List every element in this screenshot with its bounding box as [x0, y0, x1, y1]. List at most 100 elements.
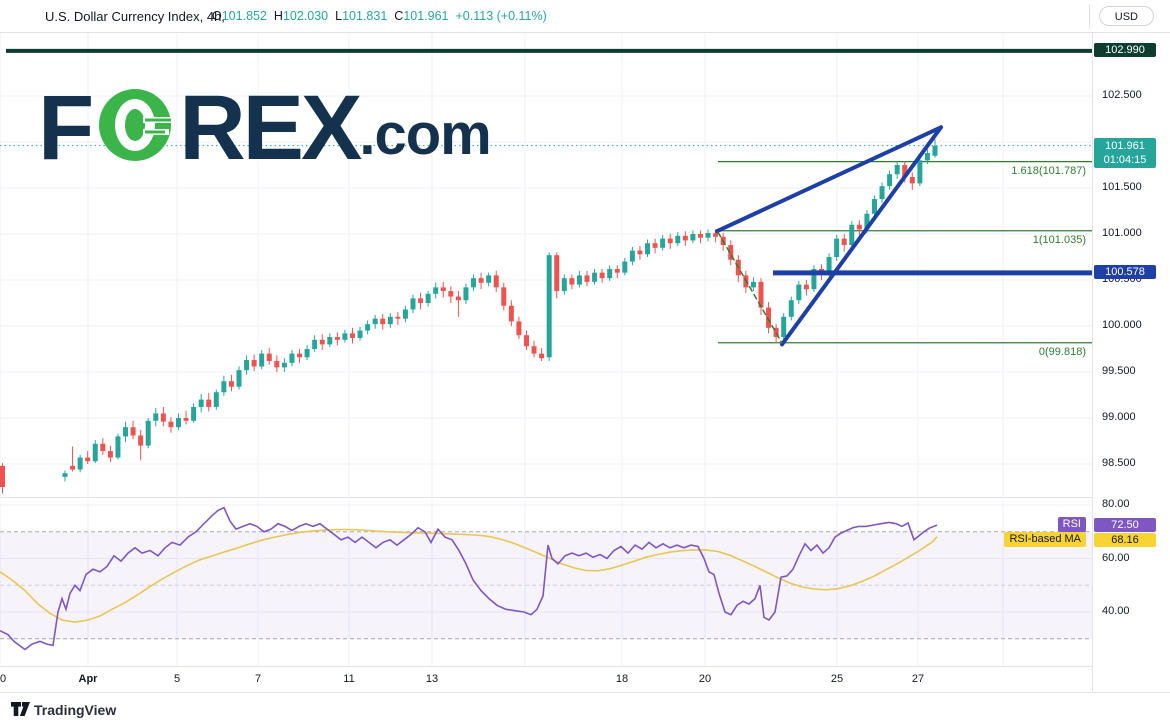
candle-body — [523, 335, 529, 347]
time-tick: 27 — [911, 673, 925, 685]
pane-separator[interactable] — [0, 497, 1170, 498]
last-price-label: 101.961 01:04:15 — [1094, 137, 1156, 168]
candle-body — [728, 245, 734, 260]
candle-body — [758, 281, 764, 308]
candle-body — [297, 353, 303, 358]
chart-canvas[interactable] — [0, 33, 1092, 692]
candle-body — [834, 238, 840, 257]
candle-body — [909, 176, 915, 184]
symbol-title[interactable]: U.S. Dollar Currency Index, 4h, ˈ — [45, 9, 233, 24]
candle-body — [637, 250, 643, 255]
candle-body — [304, 349, 310, 358]
candle-body — [561, 278, 567, 292]
price-tick: 98.500 — [1102, 457, 1136, 469]
rsi-ma-indicator-badge[interactable]: RSI-based MA — [1004, 531, 1086, 547]
candle-body — [455, 296, 461, 301]
candle-body — [546, 255, 552, 358]
candle-body — [228, 381, 234, 387]
candle-body — [107, 451, 113, 458]
time-tick: 13 — [425, 673, 439, 685]
candle-body — [750, 281, 756, 288]
currency-toggle-button[interactable]: USD — [1098, 6, 1154, 26]
candle-body — [274, 360, 280, 368]
candle-body — [402, 309, 408, 319]
time-axis[interactable]: 30 Apr 5 7 11 13 18 20 25 27 — [0, 667, 1092, 692]
high-value: 102.030 — [282, 9, 329, 23]
candle-body — [773, 327, 779, 338]
candle-body — [856, 224, 862, 230]
candle-body — [463, 287, 469, 301]
candle-body — [312, 339, 318, 349]
tradingview-logo-icon[interactable] — [11, 702, 30, 721]
high-label: H — [273, 9, 283, 23]
candle-body — [448, 291, 454, 297]
candle-body — [864, 213, 870, 230]
candle-body — [849, 224, 855, 246]
time-tick: 30 — [0, 673, 7, 685]
time-tick: 5 — [173, 673, 181, 685]
candle-body — [531, 346, 537, 354]
price-tick: 101.000 — [1102, 227, 1142, 239]
footer-border — [0, 692, 1170, 693]
candle-body — [85, 457, 91, 462]
candle-body — [879, 186, 885, 200]
candle-body — [713, 233, 719, 237]
time-axis-border — [0, 666, 1170, 667]
price-axis[interactable]: 102.990 101.961 01:04:15 100.578 72.50 6… — [1093, 33, 1170, 692]
rsi-ma-value-label: 68.16 — [1094, 532, 1156, 547]
candle-body — [932, 145, 938, 156]
time-tick: 25 — [830, 673, 844, 685]
candle-body — [675, 235, 681, 244]
fib-label-1618: 1.618(101.787) — [1011, 164, 1086, 177]
price-tick: 102.500 — [1102, 89, 1142, 101]
candle-body — [160, 413, 166, 422]
change-value: +0.113 (+0.11%) — [455, 9, 547, 23]
candle-body — [705, 233, 711, 238]
footer-bar: TradingView — [0, 693, 1170, 728]
ohlc-readout: O101.852 H102.030 L101.831 C101.961 +0.113 (… — [212, 9, 554, 23]
candle-body — [357, 330, 363, 338]
price-axis-border — [1092, 33, 1093, 692]
candle-body — [138, 435, 144, 446]
rsi-indicator-badge[interactable]: RSI — [1057, 517, 1086, 533]
candle-body — [667, 238, 673, 244]
candle-body — [395, 316, 401, 319]
candle-body — [592, 272, 598, 282]
price-tick: 101.500 — [1102, 181, 1142, 193]
candle-body — [697, 234, 703, 238]
candle-body — [841, 238, 847, 246]
candle-body — [70, 465, 76, 470]
rsi-line — [0, 506, 938, 651]
candle-body — [380, 318, 386, 325]
candle-body — [410, 298, 416, 310]
price-tick: 99.000 — [1102, 411, 1136, 423]
time-tick: 20 — [698, 673, 712, 685]
candle-body — [259, 353, 265, 367]
candle-body — [206, 399, 212, 407]
candle-body — [690, 234, 696, 241]
candle-body — [221, 381, 227, 393]
candle-body — [471, 278, 477, 288]
candle-body — [433, 287, 439, 294]
header-divider — [1089, 4, 1090, 29]
tradingview-brand-text[interactable]: TradingView — [34, 702, 117, 718]
fib-label-0: 0(99.818) — [1038, 345, 1086, 358]
candle-body — [811, 268, 817, 290]
candle-body — [334, 337, 340, 340]
candle-body — [372, 318, 378, 325]
candle-body — [629, 250, 635, 262]
low-value: 101.831 — [342, 9, 388, 23]
candle-body — [289, 353, 295, 363]
candle-body — [682, 235, 688, 241]
time-tick: 7 — [254, 673, 262, 685]
candle-body — [508, 305, 514, 322]
candle-body — [871, 199, 877, 214]
rsi-tick: 80.00 — [1102, 498, 1130, 510]
candle-body — [781, 316, 787, 338]
candle-body — [645, 243, 651, 255]
time-tick: Apr — [78, 673, 98, 685]
low-label: L — [335, 9, 343, 23]
candle-body — [569, 278, 575, 285]
candle-body — [198, 399, 204, 407]
